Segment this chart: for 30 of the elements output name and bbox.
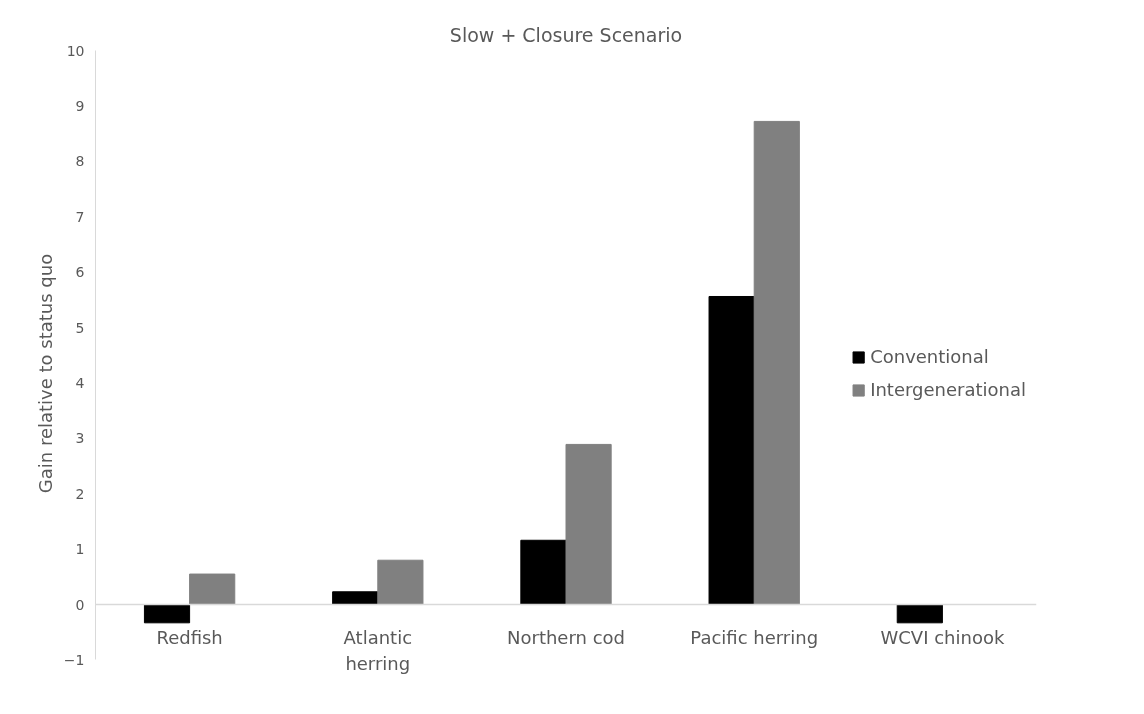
x-tick-label: Atlantic herring: [343, 626, 413, 674]
bar: [753, 120, 800, 606]
x-tick-label: Pacific herring: [690, 626, 819, 648]
bar: [143, 604, 191, 624]
bar: [377, 559, 424, 606]
bar: [332, 591, 379, 606]
y-tick-label: 10: [66, 42, 85, 59]
y-tick-label: 1: [75, 541, 85, 558]
legend-label: Conventional: [870, 346, 989, 367]
legend-label: Intergenerational: [870, 379, 1026, 400]
bar: [708, 295, 755, 606]
x-tick-label: Redfish: [156, 626, 223, 648]
x-tick-label: Northern cod: [507, 626, 625, 648]
y-tick-label: 9: [75, 97, 85, 114]
y-tick-label: 7: [75, 208, 85, 225]
bar: [565, 443, 612, 606]
x-tick-label: WCVI chinook: [880, 626, 1005, 648]
bar: [896, 604, 943, 624]
y-axis-title: Gain relative to status quo: [34, 253, 56, 494]
y-tick-label: 3: [75, 430, 85, 447]
chart-title: Slow + Closure Scenario: [449, 23, 683, 46]
y-tick-label: 4: [75, 374, 85, 391]
y-tick-label: 8: [75, 153, 85, 170]
y-tick-label: 0: [75, 596, 85, 613]
y-tick-label: 2: [75, 485, 85, 502]
bar: [189, 573, 236, 606]
y-tick-label: 5: [75, 319, 85, 336]
bar: [520, 539, 567, 606]
y-tick-label: 6: [75, 264, 85, 281]
y-tick-label: −1: [63, 651, 85, 668]
